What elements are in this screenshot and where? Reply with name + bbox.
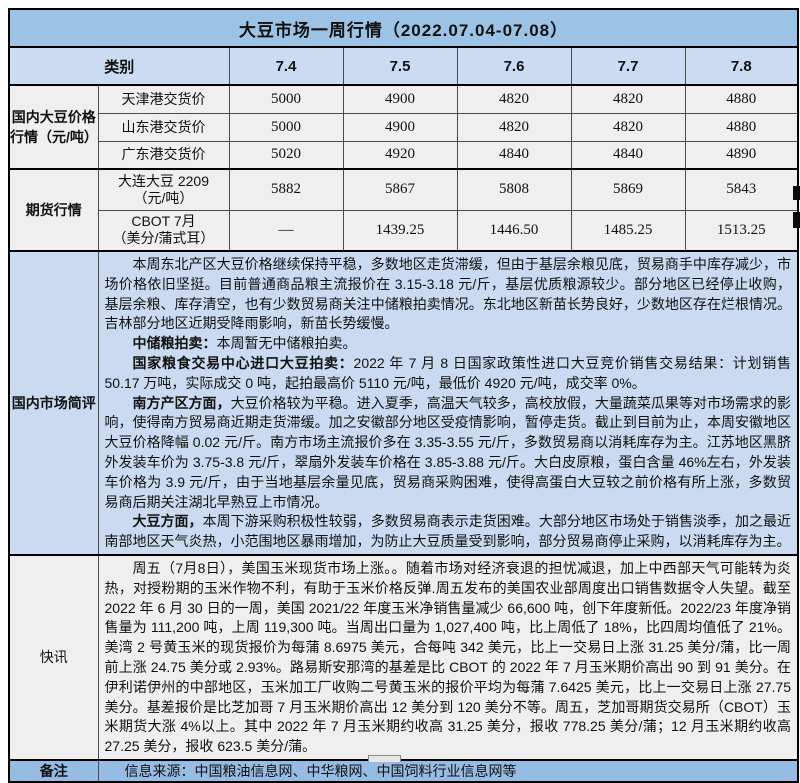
remark-section-label: 备注 bbox=[8, 759, 99, 783]
cell-value: 4920 bbox=[342, 140, 458, 170]
table-row-tianjin: 国内大豆价格行情（元/吨） 天津港交货价 5000 4900 4820 4820… bbox=[8, 84, 799, 170]
cell-value: 4820 bbox=[570, 112, 686, 142]
date-header-4: 7.7 bbox=[570, 46, 686, 86]
row-label-shandong: 山东港交货价 bbox=[97, 112, 230, 142]
paragraph: 南方产区方面，大豆价格较为平稳。进入夏季，高温天气较多，高校放假，大量蔬菜瓜果等… bbox=[104, 394, 792, 510]
cell-value: 5020 bbox=[228, 140, 344, 170]
edge-artifact-mark bbox=[793, 186, 800, 200]
cell-value: 5869 bbox=[570, 168, 686, 211]
date-header-5: 7.8 bbox=[684, 46, 799, 86]
news-text: 周五（7月8日），美国玉米现货市场上涨。。随着市场对经济衰退的担忧减退，加上中西… bbox=[97, 554, 799, 761]
cell-value: 4820 bbox=[456, 112, 572, 142]
row-label-dalian: 大连大豆 2209 （元/吨） bbox=[97, 168, 230, 211]
cell-value: 4900 bbox=[342, 112, 458, 142]
cell-value: 1446.50 bbox=[456, 209, 572, 252]
cell-value: 1513.25 bbox=[684, 209, 799, 252]
cell-value: 5808 bbox=[456, 168, 572, 211]
cell-value: 4900 bbox=[342, 84, 458, 114]
row-label-cbot: CBOT 7月 （美分/蒲式耳） bbox=[97, 209, 230, 252]
cell-value: 4840 bbox=[570, 140, 686, 170]
cell-value: 5843 bbox=[684, 168, 799, 211]
paragraph: 本周东北产区大豆价格继续保持平稳，多数地区走货滞缓，但由于基层余粮见底，贸易商手… bbox=[104, 256, 792, 332]
date-header-1: 7.4 bbox=[228, 46, 344, 86]
date-header-2: 7.5 bbox=[342, 46, 458, 86]
commentary-section-label: 国内市场简评 bbox=[8, 250, 99, 556]
category-header: 类别 bbox=[8, 46, 230, 86]
cell-value: 4820 bbox=[570, 84, 686, 114]
futures-section-label: 期货行情 bbox=[8, 168, 99, 252]
cell-value: 4890 bbox=[684, 140, 799, 170]
remark-row: 备注 信息来源：中国粮油信息网、中华粮网、中国饲料行业信息网等 bbox=[8, 759, 799, 783]
cutoff-cell-fragment bbox=[368, 755, 401, 762]
cell-value: — bbox=[228, 209, 344, 252]
cell-value: 4820 bbox=[456, 84, 572, 114]
cell-value: 5000 bbox=[228, 84, 344, 114]
cell-value: 5000 bbox=[228, 112, 344, 142]
cell-value: 5867 bbox=[342, 168, 458, 211]
row-label-tianjin: 天津港交货价 bbox=[97, 84, 230, 114]
commentary-row: 国内市场简评 本周东北产区大豆价格继续保持平稳，多数地区走货滞缓，但由于基层余粮… bbox=[8, 250, 799, 556]
cell-value: 5882 bbox=[228, 168, 344, 211]
table-row-guangdong: 广东港交货价 5020 4920 4840 4840 4890 bbox=[9, 140, 799, 170]
news-section-label: 快讯 bbox=[8, 554, 99, 761]
table-row-shandong: 山东港交货价 5000 4900 4820 4820 4880 bbox=[9, 112, 799, 142]
page-title: 大豆市场一周行情（2022.07.04-07.08） bbox=[8, 8, 799, 48]
price-section-label: 国内大豆价格行情（元/吨） bbox=[8, 84, 99, 170]
table-row-dalian: 期货行情 大连大豆 2209 （元/吨） 5882 5867 5808 5869… bbox=[8, 168, 799, 252]
paragraph: 中储粮拍卖：本周暂无中储粮拍卖。 bbox=[132, 335, 357, 352]
row-label-guangdong: 广东港交货价 bbox=[97, 140, 230, 170]
header-row: 类别 7.4 7.5 7.6 7.7 7.8 bbox=[8, 46, 799, 86]
report-page: { "title": "大豆市场一周行情（2022.07.04-07.08）",… bbox=[8, 8, 800, 783]
cell-value: 4880 bbox=[684, 84, 799, 114]
paragraph: 大豆方面，本周下游采购积极性较弱，多数贸易商表示走货困难。大部分地区市场处于销售… bbox=[104, 513, 792, 550]
paragraph: 国家粮食交易中心进口大豆拍卖：2022 年 7 月 8 日国家政策性进口大豆竞价… bbox=[104, 354, 792, 391]
title-row: 大豆市场一周行情（2022.07.04-07.08） bbox=[8, 8, 799, 48]
soybean-weekly-report-table: 大豆市场一周行情（2022.07.04-07.08） 类别 7.4 7.5 7.… bbox=[8, 8, 799, 783]
remark-text: 信息来源：中国粮油信息网、中华粮网、中国饲料行业信息网等 bbox=[97, 759, 799, 783]
cell-value: 1485.25 bbox=[570, 209, 686, 252]
edge-artifact-mark bbox=[793, 212, 800, 228]
date-header-3: 7.6 bbox=[456, 46, 572, 86]
cell-value: 1439.25 bbox=[342, 209, 458, 252]
table-row-cbot: CBOT 7月 （美分/蒲式耳） — 1439.25 1446.50 1485.… bbox=[9, 209, 799, 252]
cell-value: 4880 bbox=[684, 112, 799, 142]
cell-value: 4840 bbox=[456, 140, 572, 170]
news-row: 快讯 周五（7月8日），美国玉米现货市场上涨。。随着市场对经济衰退的担忧减退，加… bbox=[8, 554, 799, 761]
paragraph: 周五（7月8日），美国玉米现货市场上涨。。随着市场对经济衰退的担忧减退，加上中西… bbox=[104, 559, 792, 755]
commentary-text: 本周东北产区大豆价格继续保持平稳，多数地区走货滞缓，但由于基层余粮见底，贸易商手… bbox=[97, 250, 799, 556]
